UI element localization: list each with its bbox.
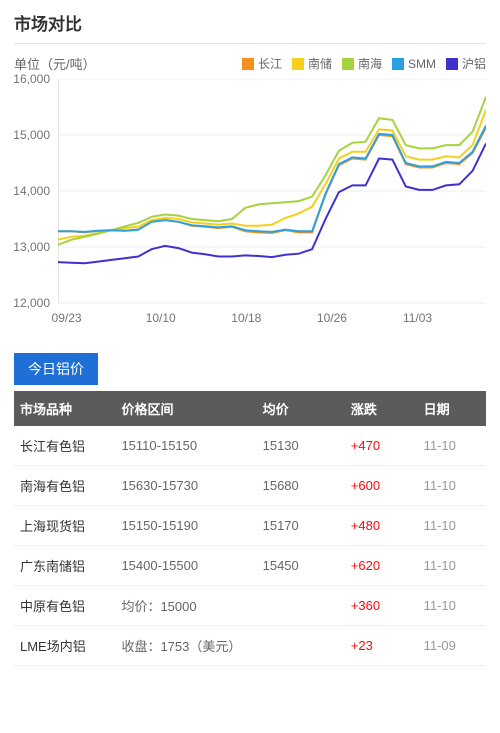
cell-range: 15150-15190 xyxy=(115,506,256,546)
chart-svg xyxy=(58,79,486,305)
legend-item[interactable]: 南储 xyxy=(292,55,332,72)
cell-range: 15630-15730 xyxy=(115,466,256,506)
cell-date: 11-09 xyxy=(418,626,486,666)
cell-change: +470 xyxy=(345,426,418,466)
table-header-cell: 市场品种 xyxy=(14,391,115,426)
cell-avg: 15170 xyxy=(257,506,345,546)
cell-change: +360 xyxy=(345,586,418,626)
cell-date: 11-10 xyxy=(418,426,486,466)
xtick-label: 11/03 xyxy=(403,311,432,325)
legend-item[interactable]: 长江 xyxy=(242,55,282,72)
legend-label: 南海 xyxy=(358,55,382,72)
cell-change: +480 xyxy=(345,506,418,546)
cell-change: +23 xyxy=(345,626,418,666)
cell-name: 长江有色铝 xyxy=(14,426,115,466)
market-line-chart: 12,00013,00014,00015,00016,00009/2310/10… xyxy=(14,79,486,339)
ytick-label: 14,000 xyxy=(13,184,50,198)
table-header-cell: 均价 xyxy=(257,391,345,426)
legend-swatch xyxy=(342,58,354,70)
cell-range: 15110-15150 xyxy=(115,426,256,466)
unit-label: 单位（元/吨） xyxy=(14,54,96,73)
series-line xyxy=(58,97,486,245)
table-row: 中原有色铝均价：15000 +36011-10 xyxy=(14,586,486,626)
cell-range: 15400-15500 xyxy=(115,546,256,586)
cell-avg: 15450 xyxy=(257,546,345,586)
legend-label: 长江 xyxy=(258,55,282,72)
legend-label: 南储 xyxy=(308,55,332,72)
legend-swatch xyxy=(242,58,254,70)
table-row: 广东南储铝15400-1550015450+62011-10 xyxy=(14,546,486,586)
cell-avg: 15130 xyxy=(257,426,345,466)
legend: 长江 南储 南海 SMM 沪铝 xyxy=(242,55,486,72)
table-row: LME场内铝收盘：1753（美元） +2311-09 xyxy=(14,626,486,666)
cell-name: 广东南储铝 xyxy=(14,546,115,586)
table-header-row: 市场品种价格区间均价涨跌日期 xyxy=(14,391,486,426)
table-header-cell: 价格区间 xyxy=(115,391,256,426)
price-table: 市场品种价格区间均价涨跌日期 长江有色铝15110-1515015130+470… xyxy=(14,391,486,666)
cell-name: LME场内铝 xyxy=(14,626,115,666)
cell-date: 11-10 xyxy=(418,506,486,546)
table-header-cell: 日期 xyxy=(418,391,486,426)
table-header-cell: 涨跌 xyxy=(345,391,418,426)
legend-item[interactable]: 南海 xyxy=(342,55,382,72)
series-line xyxy=(58,128,486,233)
series-line xyxy=(58,126,486,232)
table-row: 南海有色铝15630-1573015680+60011-10 xyxy=(14,466,486,506)
cell-date: 11-10 xyxy=(418,586,486,626)
cell-range: 收盘：1753（美元） xyxy=(115,626,256,666)
price-tab-bar: 今日铝价 xyxy=(14,353,486,385)
ytick-label: 15,000 xyxy=(13,128,50,142)
cell-name: 上海现货铝 xyxy=(14,506,115,546)
legend-swatch xyxy=(292,58,304,70)
cell-date: 11-10 xyxy=(418,466,486,506)
cell-name: 中原有色铝 xyxy=(14,586,115,626)
cell-avg xyxy=(257,586,345,626)
series-line xyxy=(58,110,486,240)
ytick-label: 12,000 xyxy=(13,296,50,310)
xtick-label: 10/10 xyxy=(146,311,176,325)
table-row: 上海现货铝15150-1519015170+48011-10 xyxy=(14,506,486,546)
ytick-label: 13,000 xyxy=(13,240,50,254)
tab-today-price[interactable]: 今日铝价 xyxy=(14,353,98,385)
legend-item[interactable]: SMM xyxy=(392,55,436,72)
ytick-label: 16,000 xyxy=(13,72,50,86)
legend-label: 沪铝 xyxy=(462,55,486,72)
xtick-label: 10/26 xyxy=(317,311,347,325)
cell-avg xyxy=(257,626,345,666)
cell-name: 南海有色铝 xyxy=(14,466,115,506)
cell-avg: 15680 xyxy=(257,466,345,506)
legend-swatch xyxy=(392,58,404,70)
legend-label: SMM xyxy=(408,57,436,71)
table-row: 长江有色铝15110-1515015130+47011-10 xyxy=(14,426,486,466)
xtick-label: 09/23 xyxy=(52,311,82,325)
table-body: 长江有色铝15110-1515015130+47011-10南海有色铝15630… xyxy=(14,426,486,666)
legend-item[interactable]: 沪铝 xyxy=(446,55,486,72)
cell-date: 11-10 xyxy=(418,546,486,586)
legend-swatch xyxy=(446,58,458,70)
xtick-label: 10/18 xyxy=(231,311,261,325)
cell-change: +600 xyxy=(345,466,418,506)
chart-title: 市场对比 xyxy=(14,10,486,44)
cell-change: +620 xyxy=(345,546,418,586)
cell-range: 均价：15000 xyxy=(115,586,256,626)
